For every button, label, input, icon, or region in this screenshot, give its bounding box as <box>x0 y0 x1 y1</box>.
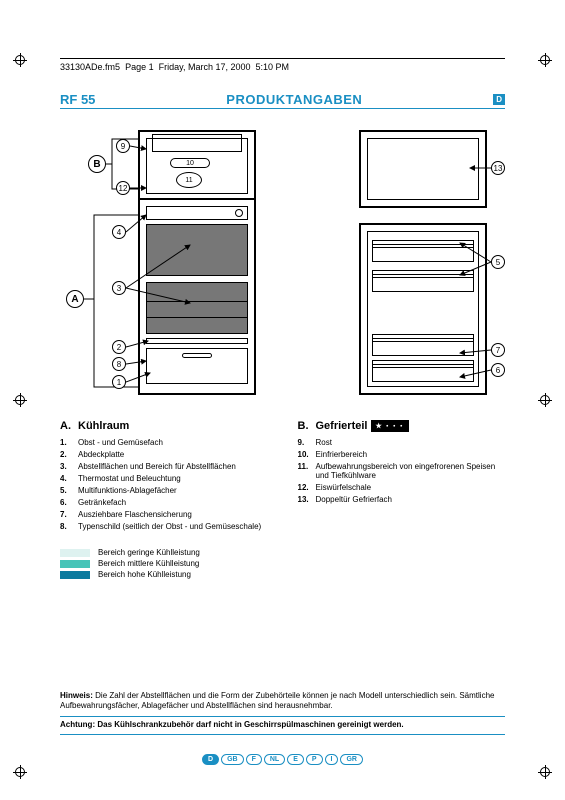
crop-mark <box>535 390 555 410</box>
page-num: Page 1 <box>125 62 154 72</box>
callout-11: 11 <box>176 172 202 188</box>
list-item: 11.Aufbewahrungsbereich von eingefrorene… <box>298 462 506 480</box>
thermostat-shelf <box>146 206 248 220</box>
section-B-list: 9.Rost 10.Einfrierbereich 11.Aufbewahrungs… <box>298 438 506 504</box>
section-A-list: 1.Obst - und Gemüsefach 2.Abdeckplatte 3.A… <box>60 438 268 531</box>
crop-mark <box>10 762 30 782</box>
lang-pill-P[interactable]: P <box>306 754 323 765</box>
door-rack <box>372 334 474 356</box>
page-title: PRODUKTANGABEN <box>226 92 362 107</box>
section-A: A.Kühlraum 1.Obst - und Gemüsefach 2.Abde… <box>60 420 268 534</box>
callout-A: A <box>66 290 84 308</box>
list-item: 2.Abdeckplatte <box>60 450 268 459</box>
callout-1: 1 <box>112 375 126 389</box>
glass-shelf-1 <box>146 224 248 276</box>
crop-mark <box>10 50 30 70</box>
lang-pill-D[interactable]: D <box>202 754 219 765</box>
star-rating-icon: ★ ・・・ <box>371 420 408 432</box>
list-item: 3.Abstellflächen und Bereich für Abstell… <box>60 462 268 471</box>
warn-label: Achtung: <box>60 720 95 729</box>
callout-4: 4 <box>112 225 126 239</box>
header-rule <box>60 58 505 59</box>
notes: Hinweis: Die Zahl der Abstellflächen und… <box>60 691 505 738</box>
section-B: B.Gefrierteil★ ・・・ 9.Rost 10.Einfrierbere… <box>298 420 506 534</box>
section-A-letter: A. <box>60 420 78 432</box>
appliance-diagram: 10 11 A B 1 2 3 <box>60 125 505 405</box>
legend-row: Bereich mittlere Kühlleistung <box>60 559 505 568</box>
color-legend: Bereich geringe Kühlleistung Bereich mitt… <box>60 548 505 579</box>
crop-mark <box>10 390 30 410</box>
list-item: 4.Thermostat und Beleuchtung <box>60 474 268 483</box>
callout-12: 12 <box>116 181 130 195</box>
section-A-title: Kühlraum <box>78 420 129 432</box>
callout-7: 7 <box>491 343 505 357</box>
list-item: 5.Multifunktions-Ablagefächer <box>60 486 268 495</box>
legend-section: A.Kühlraum 1.Obst - und Gemüsefach 2.Abde… <box>60 420 505 581</box>
lang-pill-E[interactable]: E <box>287 754 304 765</box>
lang-pill-I[interactable]: I <box>325 754 339 765</box>
legend-row: Bereich hohe Kühlleistung <box>60 570 505 579</box>
list-item: 12.Eiswürfelschale <box>298 483 506 492</box>
lang-pill-GB[interactable]: GB <box>221 754 244 765</box>
callout-3: 3 <box>112 281 126 295</box>
header-meta: 33130ADe.fm5 Page 1 Friday, March 17, 20… <box>60 62 289 72</box>
lang-badge: D <box>493 94 505 105</box>
lang-pill-F[interactable]: F <box>246 754 262 765</box>
glass-shelf-2 <box>146 282 248 334</box>
time: 5:10 PM <box>256 62 290 72</box>
list-item: 1.Obst - und Gemüsefach <box>60 438 268 447</box>
lang-pill-GR[interactable]: GR <box>340 754 363 765</box>
section-B-title: Gefrierteil <box>316 420 368 432</box>
section-B-letter: B. <box>298 420 316 432</box>
callout-2: 2 <box>112 340 126 354</box>
callout-13: 13 <box>491 161 505 175</box>
hint-label: Hinweis: <box>60 691 93 700</box>
crop-mark <box>535 762 555 782</box>
language-selector: DGBFNLEPIGR <box>60 748 505 766</box>
freezer-compartment-front: 10 11 <box>140 132 254 200</box>
door-rack <box>372 240 474 262</box>
crop-mark <box>535 50 555 70</box>
freezer-door-box <box>359 130 487 208</box>
date: Friday, March 17, 2000 <box>159 62 251 72</box>
filename: 33130ADe.fm5 <box>60 62 120 72</box>
fridge-body: 10 11 <box>138 130 256 395</box>
door-rack <box>372 360 474 382</box>
callout-10: 10 <box>170 158 210 168</box>
callout-8: 8 <box>112 357 126 371</box>
title-row: RF 55 PRODUKTANGABEN D <box>60 92 505 107</box>
list-item: 9.Rost <box>298 438 506 447</box>
lang-pill-NL[interactable]: NL <box>264 754 285 765</box>
hint-text: Die Zahl der Abstellflächen und die Form… <box>60 691 494 710</box>
legend-row: Bereich geringe Kühlleistung <box>60 548 505 557</box>
crisper-drawer <box>146 348 248 384</box>
warn-text: Das Kühlschrankzubehör darf nicht in Ges… <box>97 720 403 729</box>
fridge-door <box>359 223 487 395</box>
list-item: 13.Doppeltür Gefrierfach <box>298 495 506 504</box>
callout-9: 9 <box>116 139 130 153</box>
list-item: 6.Getränkefach <box>60 498 268 507</box>
callout-5: 5 <box>491 255 505 269</box>
model-code: RF 55 <box>60 92 95 107</box>
list-item: 7.Ausziehbare Flaschensicherung <box>60 510 268 519</box>
list-item: 10.Einfrierbereich <box>298 450 506 459</box>
cooling-compartment <box>140 200 254 393</box>
cover-plate <box>146 338 248 344</box>
title-underline <box>60 108 505 109</box>
door-rack <box>372 270 474 292</box>
callout-6: 6 <box>491 363 505 377</box>
list-item: 8.Typenschild (seitlich der Obst - und G… <box>60 522 268 531</box>
callout-B: B <box>88 155 106 173</box>
